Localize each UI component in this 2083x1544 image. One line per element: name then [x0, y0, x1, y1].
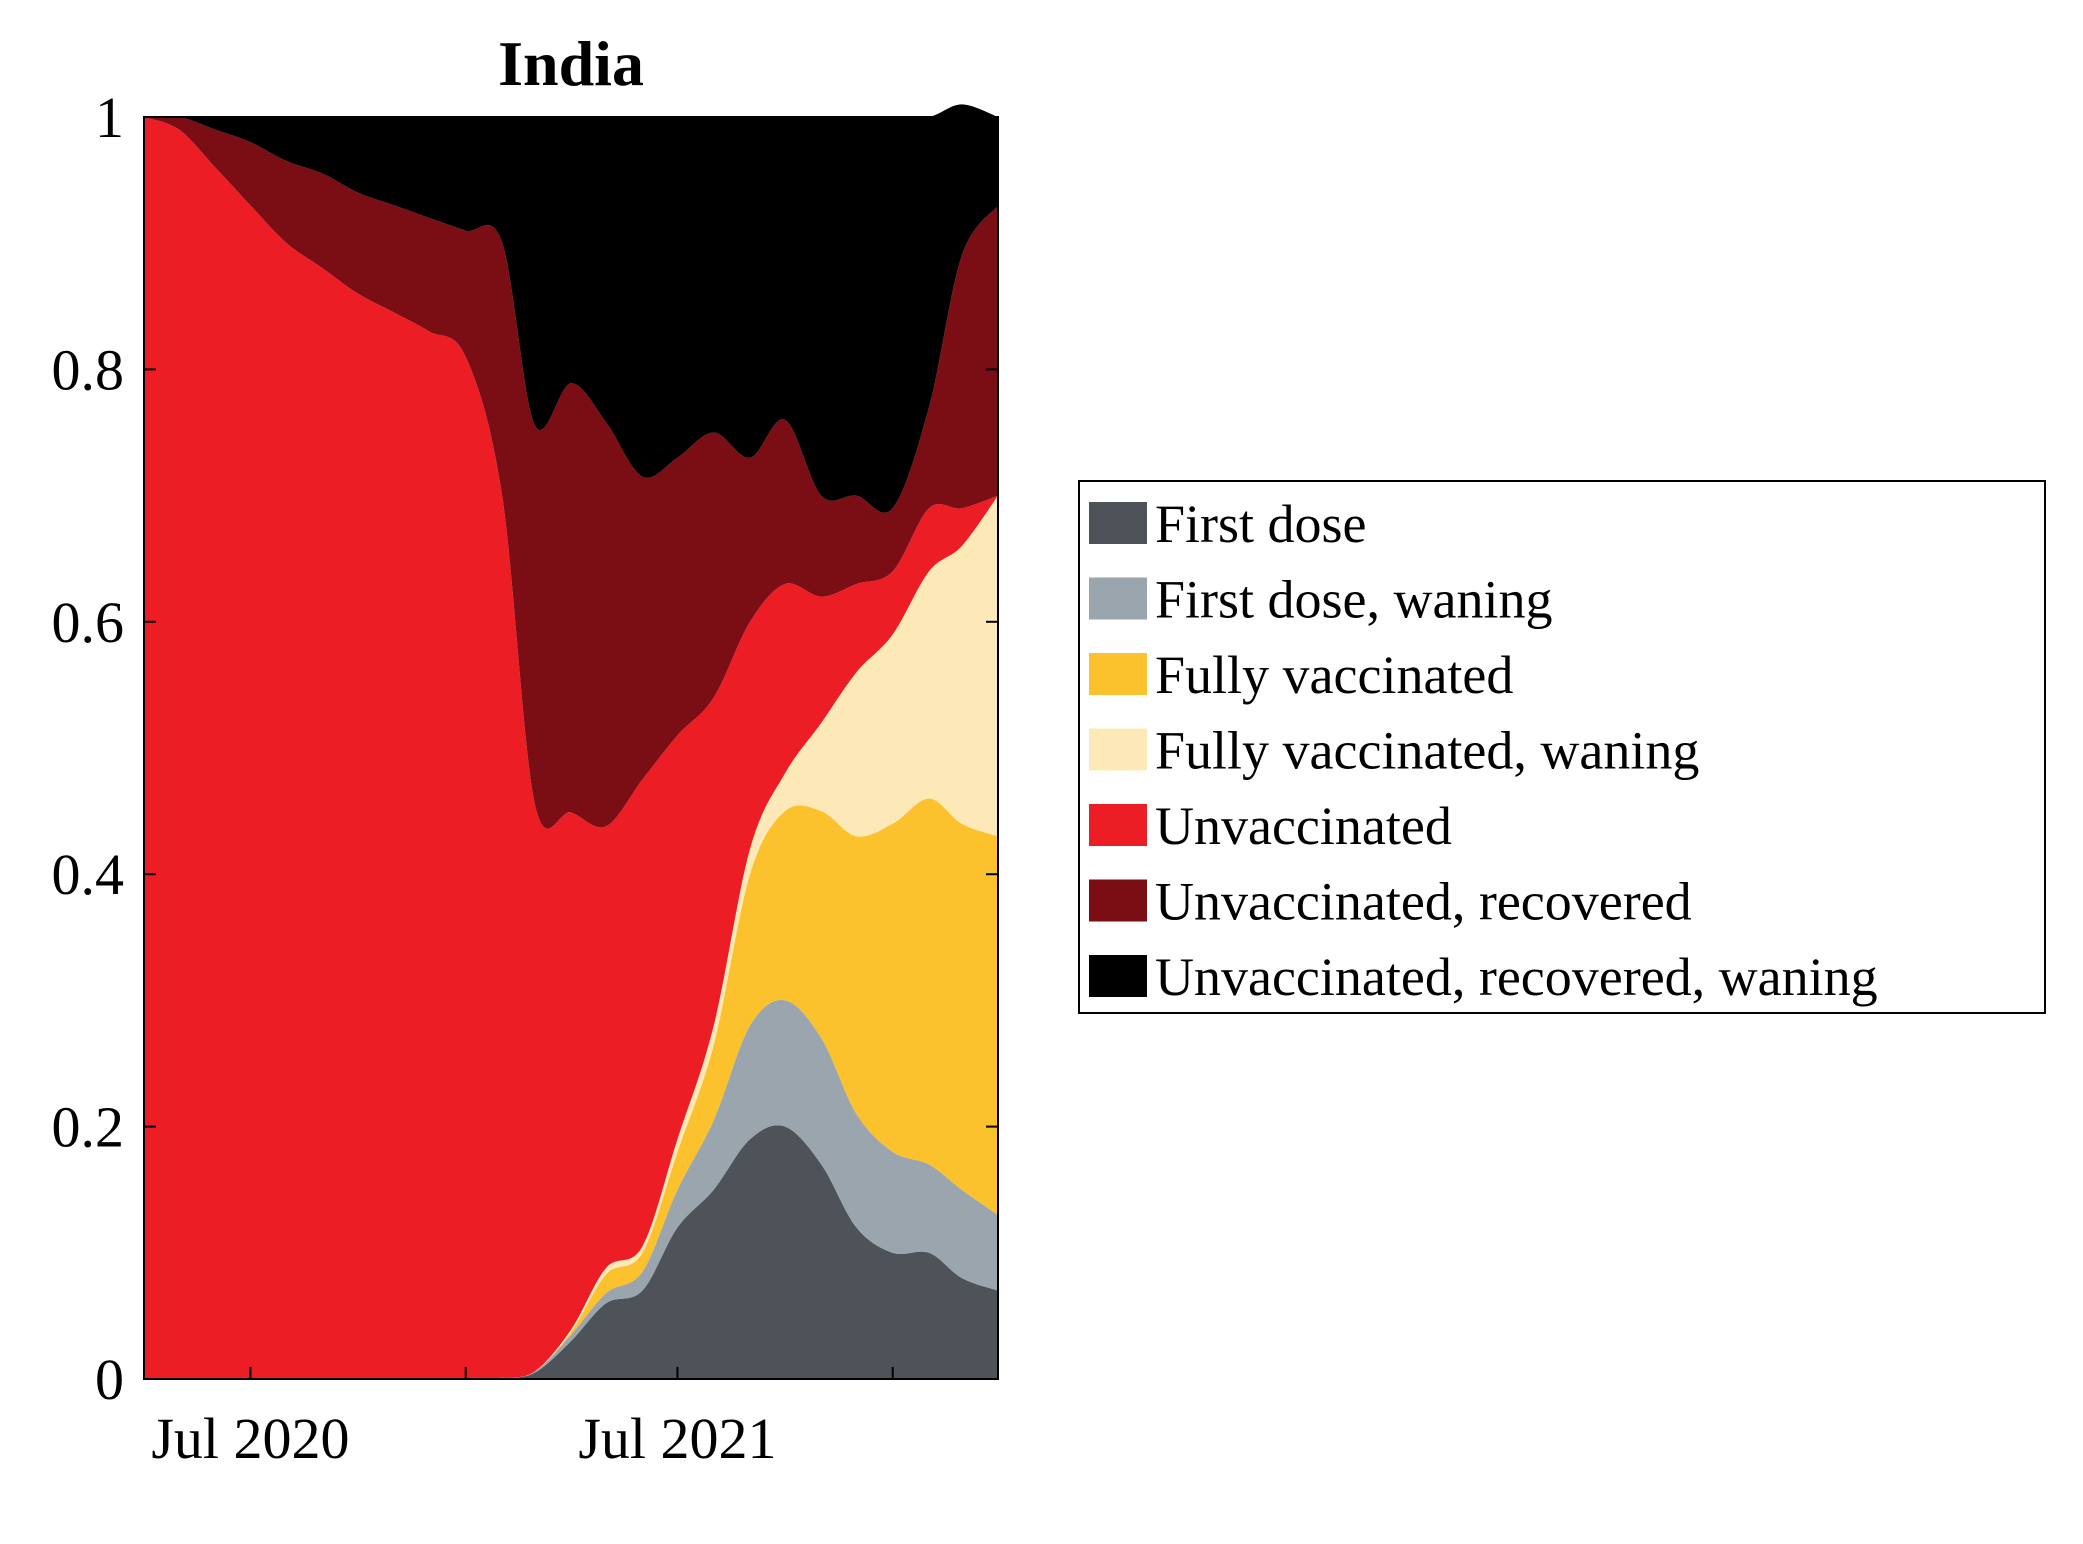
area-series-4 — [144, 117, 998, 1380]
legend-swatch — [1089, 728, 1147, 771]
areas-layer — [144, 104, 998, 1380]
legend-entry-label: Unvaccinated — [1155, 796, 1452, 856]
legend-entry-label: First dose, waning — [1155, 570, 1553, 630]
x-tick-label: Jul 2021 — [578, 1406, 776, 1471]
legend-frame — [1078, 480, 2046, 1014]
area-series-0 — [144, 1125, 998, 1380]
y-tick-label: 0.2 — [52, 1095, 125, 1160]
legend-swatch — [1089, 577, 1147, 620]
area-series-6 — [144, 104, 998, 513]
legend-entry-label: Fully vaccinated, waning — [1155, 721, 1699, 781]
legend-swatch — [1089, 653, 1147, 695]
legend-swatch — [1089, 502, 1147, 544]
axes-layer: 0 0.2 0.4 0.6 0.8 1 Jul 2020 Jul 2021 — [52, 85, 999, 1471]
legend-entry-label: First dose — [1155, 494, 1367, 554]
y-tick-label: 1 — [95, 85, 124, 150]
legend-entry-label: Fully vaccinated — [1155, 645, 1513, 705]
legend-swatch — [1089, 804, 1147, 846]
legend-swatch — [1089, 879, 1147, 922]
legend-swatch — [1089, 955, 1147, 997]
chart-title: India — [498, 28, 644, 99]
area-series-1 — [144, 1000, 998, 1380]
area-series-2 — [144, 798, 998, 1380]
x-tick-label: Jul 2020 — [151, 1406, 349, 1471]
y-tick-label: 0 — [95, 1347, 124, 1412]
area-series-5 — [144, 116, 998, 829]
legend-entry-label: Unvaccinated, recovered, waning — [1155, 947, 1878, 1007]
legend-entry-label: Unvaccinated, recovered — [1155, 872, 1692, 932]
y-tick-label: 0.6 — [52, 590, 125, 655]
plot-frame — [143, 116, 999, 1380]
y-tick-label: 0.8 — [52, 337, 125, 402]
legend: First dose First dose, waning Fully vaccin… — [1078, 480, 2046, 1014]
y-tick-label: 0.4 — [52, 842, 125, 907]
